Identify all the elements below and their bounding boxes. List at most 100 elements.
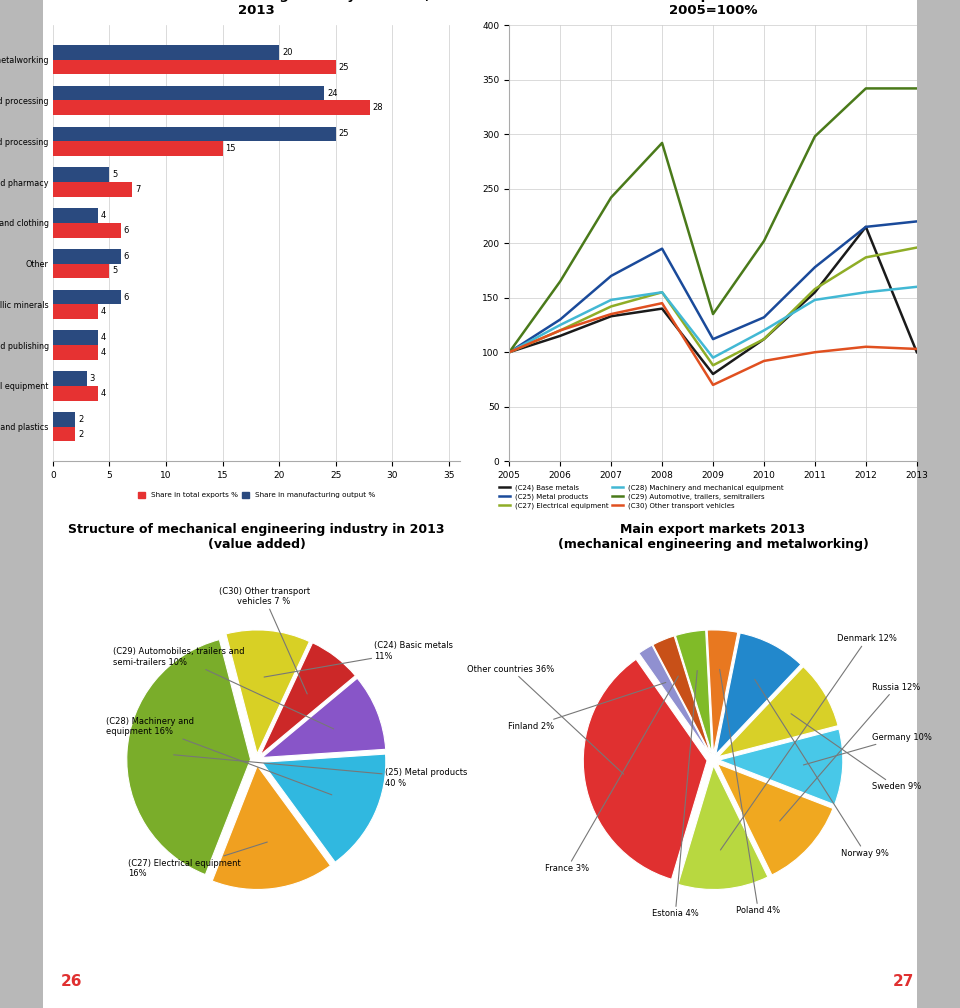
Title: Production output in sub-sectors
2005=100%: Production output in sub-sectors 2005=10… — [589, 0, 837, 17]
Text: Estonia 4%: Estonia 4% — [652, 670, 699, 918]
Text: 5: 5 — [112, 170, 117, 179]
Line: (C27) Electrical equipment: (C27) Electrical equipment — [509, 248, 917, 365]
Wedge shape — [717, 764, 833, 875]
Wedge shape — [262, 678, 386, 757]
Text: (25) Metal products
40 %: (25) Metal products 40 % — [174, 755, 468, 787]
Bar — [53, 249, 121, 264]
Text: 28: 28 — [372, 104, 383, 112]
(C24) Base metals — [911, 346, 923, 358]
(C27) Electrical equipment — [860, 251, 872, 263]
Bar — [53, 289, 121, 304]
(C28) Machinery and mechanical equipment — [860, 286, 872, 298]
(C25) Metal products — [860, 221, 872, 233]
Line: (C29) Automotive, trailers, semitrailers: (C29) Automotive, trailers, semitrailers — [509, 89, 917, 352]
Legend: (C24) Base metals, (C25) Metal products, (C27) Electrical equipment, (C28) Machi: (C24) Base metals, (C25) Metal products,… — [496, 482, 786, 512]
(C30) Other transport vehicles — [708, 379, 719, 391]
(C29) Automotive, trailers, semitrailers — [708, 308, 719, 321]
(C30) Other transport vehicles — [555, 325, 566, 337]
Text: (C28) Machinery and
equipment 16%: (C28) Machinery and equipment 16% — [106, 717, 332, 795]
Wedge shape — [260, 643, 355, 755]
(C24) Base metals — [657, 302, 668, 314]
Bar — [53, 426, 76, 442]
Text: 6: 6 — [124, 292, 129, 301]
(C29) Automotive, trailers, semitrailers — [758, 235, 770, 247]
Text: (C30) Other transport
vehicles 7 %: (C30) Other transport vehicles 7 % — [219, 587, 310, 694]
Bar — [53, 101, 370, 115]
(C30) Other transport vehicles — [809, 346, 821, 358]
(C27) Electrical equipment — [809, 283, 821, 295]
Text: 6: 6 — [124, 226, 129, 235]
Bar — [53, 182, 132, 197]
(C25) Metal products — [809, 261, 821, 273]
(C24) Base metals — [758, 333, 770, 345]
Bar — [53, 59, 336, 75]
(C25) Metal products — [555, 313, 566, 326]
Line: (C25) Metal products: (C25) Metal products — [509, 222, 917, 352]
(C29) Automotive, trailers, semitrailers — [911, 83, 923, 95]
Bar — [53, 386, 98, 400]
Wedge shape — [716, 633, 801, 754]
(C25) Metal products — [657, 243, 668, 255]
Bar — [53, 412, 76, 426]
Text: Finland 2%: Finland 2% — [509, 682, 666, 731]
Line: (C24) Base metals: (C24) Base metals — [509, 227, 917, 374]
(C27) Electrical equipment — [911, 242, 923, 254]
Text: 4: 4 — [101, 307, 107, 317]
Text: Germany 10%: Germany 10% — [804, 733, 931, 765]
(C29) Automotive, trailers, semitrailers — [606, 192, 617, 204]
(C28) Machinery and mechanical equipment — [503, 346, 515, 358]
Text: 25: 25 — [339, 129, 349, 138]
Text: Sweden 9%: Sweden 9% — [791, 714, 921, 791]
Text: 2: 2 — [79, 415, 84, 424]
Text: France 3%: France 3% — [545, 676, 679, 873]
(C27) Electrical equipment — [708, 359, 719, 371]
Wedge shape — [653, 636, 710, 754]
Wedge shape — [639, 645, 709, 755]
Text: Denmark 12%: Denmark 12% — [720, 634, 897, 850]
Text: 5: 5 — [112, 266, 117, 275]
Title: Structure of mechanical engineering industry in 2013
(value added): Structure of mechanical engineering indu… — [68, 522, 444, 550]
Bar — [53, 345, 98, 360]
(C30) Other transport vehicles — [503, 346, 515, 358]
Text: Poland 4%: Poland 4% — [720, 669, 780, 915]
Text: 4: 4 — [101, 334, 107, 343]
Wedge shape — [678, 766, 768, 889]
Text: 4: 4 — [101, 348, 107, 357]
Text: 26: 26 — [60, 974, 82, 989]
(C30) Other transport vehicles — [758, 355, 770, 367]
Text: Russia 12%: Russia 12% — [780, 682, 920, 821]
(C25) Metal products — [911, 216, 923, 228]
Text: Norway 9%: Norway 9% — [755, 679, 889, 858]
Text: 4: 4 — [101, 211, 107, 220]
(C29) Automotive, trailers, semitrailers — [555, 275, 566, 287]
Text: Other countries 36%: Other countries 36% — [468, 664, 624, 774]
Bar — [53, 208, 98, 223]
Line: (C28) Machinery and mechanical equipment: (C28) Machinery and mechanical equipment — [509, 287, 917, 358]
Text: 2: 2 — [79, 429, 84, 438]
Text: 15: 15 — [226, 144, 236, 153]
(C28) Machinery and mechanical equipment — [606, 294, 617, 306]
Bar — [53, 331, 98, 345]
Text: 27: 27 — [893, 974, 914, 989]
(C28) Machinery and mechanical equipment — [657, 286, 668, 298]
(C28) Machinery and mechanical equipment — [809, 294, 821, 306]
(C24) Base metals — [606, 310, 617, 323]
(C24) Base metals — [809, 286, 821, 298]
Line: (C30) Other transport vehicles: (C30) Other transport vehicles — [509, 303, 917, 385]
(C25) Metal products — [503, 346, 515, 358]
Bar — [53, 371, 86, 386]
Text: (C27) Electrical equipment
16%: (C27) Electrical equipment 16% — [129, 842, 267, 878]
Bar — [53, 304, 98, 320]
Bar — [53, 223, 121, 238]
(C27) Electrical equipment — [657, 286, 668, 298]
Text: 25: 25 — [339, 62, 349, 72]
Bar — [53, 45, 279, 59]
Text: 4: 4 — [101, 389, 107, 398]
(C24) Base metals — [503, 346, 515, 358]
(C25) Metal products — [758, 311, 770, 324]
Title: Structure of manufacturing industry in Latvia,
2013: Structure of manufacturing industry in L… — [83, 0, 430, 17]
(C28) Machinery and mechanical equipment — [911, 281, 923, 293]
(C24) Base metals — [860, 221, 872, 233]
Wedge shape — [584, 659, 708, 879]
(C25) Metal products — [708, 333, 719, 345]
